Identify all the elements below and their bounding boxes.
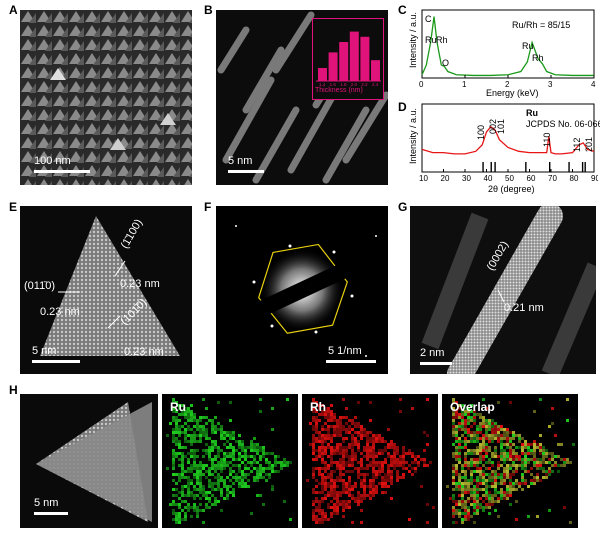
panel-letter-f: F bbox=[204, 200, 212, 214]
peak-201: 201 bbox=[584, 136, 594, 152]
scale-bar bbox=[34, 170, 90, 173]
histogram-bar bbox=[339, 42, 349, 81]
panel-letter-b: B bbox=[204, 3, 213, 17]
scale-label: 5 1/nm bbox=[328, 345, 362, 357]
peak-100: 100 bbox=[476, 124, 486, 140]
y-axis-label: Intensity / a.u. bbox=[408, 107, 418, 164]
spacing-label-1: 0.23 nm bbox=[120, 278, 160, 290]
ref-title: Ru bbox=[526, 108, 538, 118]
scale-bar bbox=[32, 360, 80, 363]
x-tick-label: 90 bbox=[591, 174, 598, 183]
nanosheet-lattice bbox=[421, 206, 596, 374]
histogram-bar bbox=[371, 60, 380, 81]
histogram-bar bbox=[360, 36, 370, 81]
panel-letter-h: H bbox=[9, 383, 18, 397]
histogram-tick: 1.4 bbox=[319, 82, 326, 87]
histogram-tick: 1.8 bbox=[340, 82, 347, 87]
inset-xlabel: Thickness (nm) bbox=[315, 87, 363, 94]
panel-d-xrd-chart: 10 20 30 40 50 60 70 80 90 Intensity / a.u. 2θ (… bbox=[408, 102, 600, 194]
eds-spectrum-line bbox=[421, 16, 594, 77]
panel-letter-e: E bbox=[9, 200, 18, 214]
scale-bar bbox=[34, 512, 68, 515]
x-tick-label: 4 bbox=[591, 80, 596, 89]
x-tick-label: 70 bbox=[548, 174, 557, 183]
x-tick-label: 20 bbox=[441, 174, 450, 183]
panel-letter-a: A bbox=[9, 3, 18, 17]
panel-e-haadf-triangle: (1̄100) (011̄0) 0.23 nm 0.23 nm (101̄0) … bbox=[20, 206, 192, 374]
panel-f-diffraction: 5 1/nm bbox=[216, 206, 388, 374]
triangle-sheet bbox=[40, 216, 180, 356]
x-axis-label: Energy (keV) bbox=[486, 88, 539, 98]
map-label-overlap: Overlap bbox=[450, 400, 495, 414]
peak-ru-l: Ru bbox=[522, 41, 534, 51]
peak-c: C bbox=[425, 14, 432, 24]
scale-bar bbox=[420, 362, 452, 365]
xrd-pattern-line bbox=[421, 125, 595, 155]
x-tick-label: 60 bbox=[527, 174, 536, 183]
x-tick-label: 30 bbox=[462, 174, 471, 183]
plane-label-2: (011̄0) bbox=[24, 280, 55, 292]
peak-rh: Rh bbox=[436, 35, 448, 45]
y-axis-label: Intensity / a.u. bbox=[408, 11, 418, 68]
map-rh: Rh bbox=[302, 394, 438, 528]
map-ru: Ru bbox=[162, 394, 298, 528]
x-tick-label: 1 bbox=[462, 80, 467, 89]
panel-g-hrstem: (0002) 0.21 nm 2 nm bbox=[410, 206, 596, 374]
histogram-tick: 1.6 bbox=[330, 82, 337, 87]
spacing-label: 0.21 nm bbox=[504, 302, 544, 314]
x-tick-label: 40 bbox=[484, 174, 493, 183]
map-label-ru: Ru bbox=[170, 400, 186, 414]
histogram-bar bbox=[318, 68, 327, 81]
panel-a-tem-image: 100 nm bbox=[20, 10, 192, 185]
panel-letter-c: C bbox=[398, 3, 407, 17]
x-axis-label: 2θ (degree) bbox=[488, 184, 535, 194]
peak-101: 101 bbox=[496, 118, 506, 134]
x-tick-label: 0 bbox=[419, 80, 424, 89]
scale-bar bbox=[228, 170, 264, 173]
triangles-pattern bbox=[20, 10, 192, 185]
map-label-rh: Rh bbox=[310, 400, 326, 414]
x-tick-label: 50 bbox=[505, 174, 514, 183]
x-tick-label: 10 bbox=[419, 174, 428, 183]
peak-rh-l: Rh bbox=[532, 53, 544, 63]
histogram-bars: 1.4 1.6 1.8 2.0 2.2 2.4 bbox=[318, 31, 380, 87]
map-overlap: Overlap bbox=[442, 394, 578, 528]
panel-letter-g: G bbox=[398, 200, 408, 214]
ref-card: JCPDS No. 06-0663 bbox=[526, 119, 600, 129]
histogram-bar bbox=[328, 52, 338, 81]
histogram-tick: 2.4 bbox=[372, 82, 379, 87]
saed-pattern bbox=[235, 225, 377, 357]
scale-label: 5 nm bbox=[34, 497, 59, 509]
thickness-histogram-inset: 1.4 1.6 1.8 2.0 2.2 2.4 Thickness (nm) bbox=[312, 18, 384, 100]
spacing-label-3: 0.23 nm bbox=[124, 346, 164, 358]
x-tick-label: 3 bbox=[548, 80, 553, 89]
x-tick-label: 80 bbox=[570, 174, 579, 183]
peak-110: 110 bbox=[542, 132, 552, 147]
scale-label: 2 nm bbox=[420, 347, 445, 359]
histogram-bar bbox=[349, 31, 359, 82]
panel-h-haadf: 5 nm bbox=[20, 394, 158, 528]
ratio-label: Ru/Rh = 85/15 bbox=[512, 20, 571, 30]
peak-112: 112 bbox=[572, 137, 582, 152]
histogram-tick: 2.0 bbox=[351, 82, 358, 87]
histogram-tick: 2.2 bbox=[361, 82, 368, 87]
panel-c-eds-chart: 0 1 2 3 4 Intensity / a.u. Energy (keV) Ru/R… bbox=[408, 8, 598, 98]
panel-b-haadf-image: 1.4 1.6 1.8 2.0 2.2 2.4 Thickness (nm) 5 nm bbox=[216, 10, 388, 185]
scale-bar bbox=[326, 360, 376, 363]
panel-letter-d: D bbox=[398, 100, 407, 114]
scale-label: 5 nm bbox=[32, 345, 57, 357]
scale-label: 100 nm bbox=[34, 155, 71, 167]
peak-ru: Ru bbox=[425, 35, 437, 45]
scale-label: 5 nm bbox=[228, 155, 253, 167]
spacing-label-2: 0.23 nm bbox=[40, 306, 80, 318]
x-tick-label: 2 bbox=[505, 80, 510, 89]
peak-o: O bbox=[442, 58, 450, 68]
